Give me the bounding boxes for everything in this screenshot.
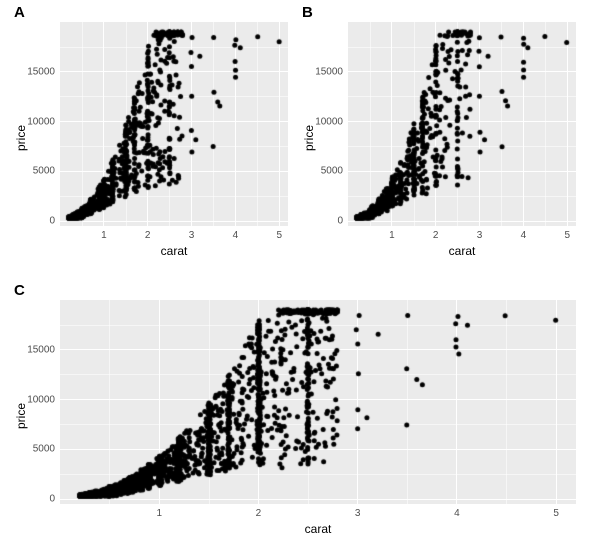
x-tick-label: 2 — [433, 230, 439, 241]
y-tick-label: 15000 — [315, 66, 343, 77]
scatter-points-a — [60, 22, 288, 226]
x-tick-label: 4 — [521, 230, 527, 241]
y-tick-label: 5000 — [321, 166, 343, 177]
panel-label-c: C — [14, 282, 25, 299]
y-tick-label: 10000 — [315, 116, 343, 127]
x-tick-label: 3 — [477, 230, 483, 241]
x-tick-label: 1 — [156, 508, 162, 519]
x-tick-label: 5 — [553, 508, 559, 519]
x-tick-label: 4 — [454, 508, 460, 519]
y-axis-title-b: price — [302, 125, 316, 151]
x-tick-label: 5 — [564, 230, 570, 241]
x-axis-title-b: carat — [449, 244, 476, 258]
y-tick-label: 15000 — [27, 66, 55, 77]
x-tick-label: 4 — [233, 230, 239, 241]
y-tick-label: 15000 — [27, 344, 55, 355]
x-tick-label: 1 — [101, 230, 107, 241]
y-tick-label: 5000 — [33, 166, 55, 177]
y-tick-label: 10000 — [27, 116, 55, 127]
plot-area-c — [60, 300, 576, 504]
y-tick-label: 0 — [49, 216, 55, 227]
x-tick-label: 1 — [389, 230, 395, 241]
y-tick-label: 0 — [337, 216, 343, 227]
y-tick-label: 0 — [49, 494, 55, 505]
plot-area-b — [348, 22, 576, 226]
panel-label-b: B — [302, 4, 313, 21]
x-tick-label: 3 — [189, 230, 195, 241]
scatter-points-c — [60, 300, 576, 504]
panel-label-a: A — [14, 4, 25, 21]
x-axis-title-c: carat — [305, 522, 332, 536]
plot-area-a — [60, 22, 288, 226]
y-tick-label: 5000 — [33, 444, 55, 455]
y-axis-title-c: price — [14, 403, 28, 429]
figure: A12345050001000015000caratpriceB12345050… — [0, 0, 600, 550]
x-tick-label: 2 — [145, 230, 151, 241]
x-axis-title-a: carat — [161, 244, 188, 258]
y-axis-title-a: price — [14, 125, 28, 151]
x-tick-label: 5 — [276, 230, 282, 241]
y-tick-label: 10000 — [27, 394, 55, 405]
x-tick-label: 3 — [355, 508, 361, 519]
x-tick-label: 2 — [256, 508, 262, 519]
scatter-points-b — [348, 22, 576, 226]
